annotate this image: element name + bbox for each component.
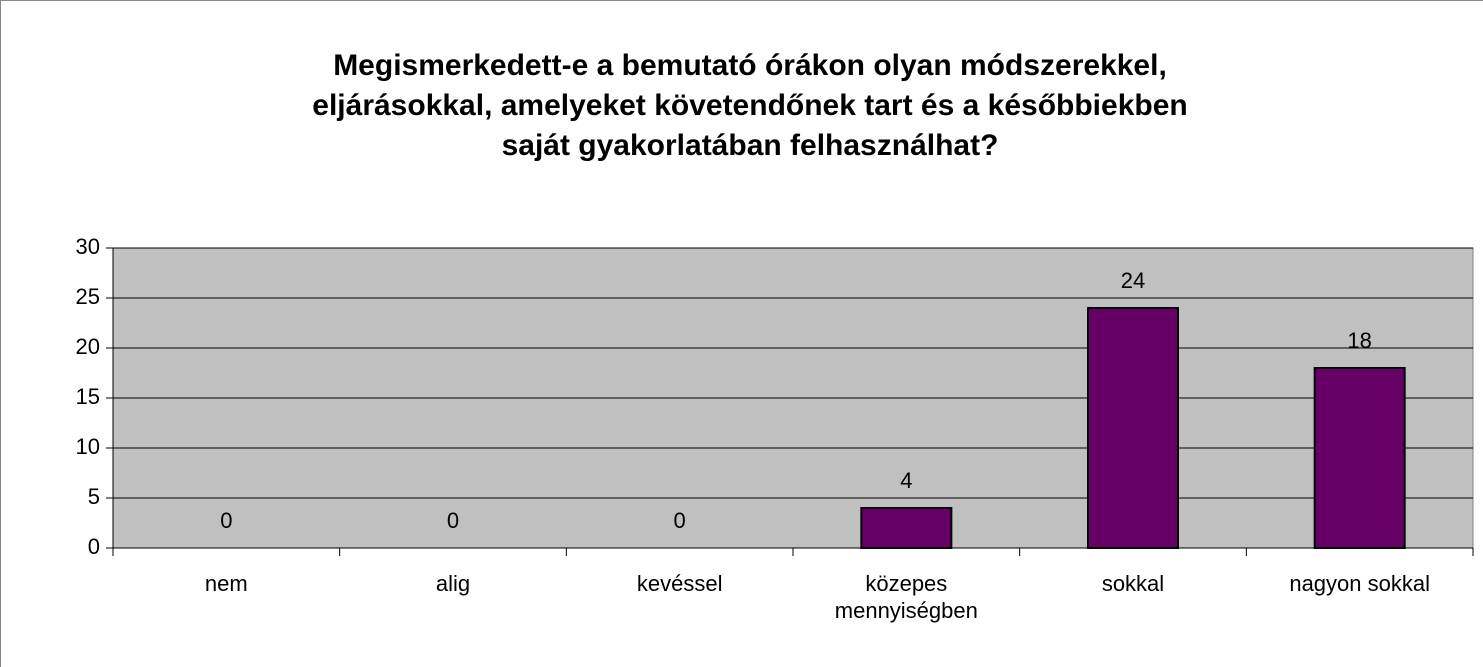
y-tick-label: 5	[88, 484, 100, 509]
data-label: 0	[674, 508, 686, 533]
chart-title: eljárásokkal, amelyeket követendőnek tar…	[312, 89, 1187, 122]
data-label: 24	[1121, 268, 1145, 293]
data-label: 18	[1347, 328, 1371, 353]
y-tick-label: 0	[88, 534, 100, 559]
data-label: 0	[220, 508, 232, 533]
y-tick-label: 10	[76, 434, 100, 459]
data-label: 4	[900, 468, 912, 493]
y-tick-label: 30	[76, 234, 100, 259]
x-tick-label: közepes mennyiségben	[834, 571, 978, 623]
y-tick-label: 25	[76, 284, 100, 309]
y-tick-label: 20	[76, 334, 100, 359]
y-tick-label: 15	[76, 384, 100, 409]
x-tick-label: nagyon sokkal	[1289, 571, 1430, 596]
data-label: 0	[447, 508, 459, 533]
x-tick-label: sokkal	[1101, 571, 1165, 596]
bar	[1087, 307, 1179, 549]
x-tick-label: kevéssel	[636, 571, 723, 596]
chart-title: Megismerkedett-e a bemutató órákon olyan…	[333, 49, 1167, 82]
chart-title: saját gyakorlatában felhasználhat?	[502, 129, 999, 162]
x-tick-label: nem	[204, 571, 248, 596]
bar	[860, 507, 953, 549]
x-tick-label: alig	[435, 571, 471, 596]
bar	[1313, 367, 1406, 549]
